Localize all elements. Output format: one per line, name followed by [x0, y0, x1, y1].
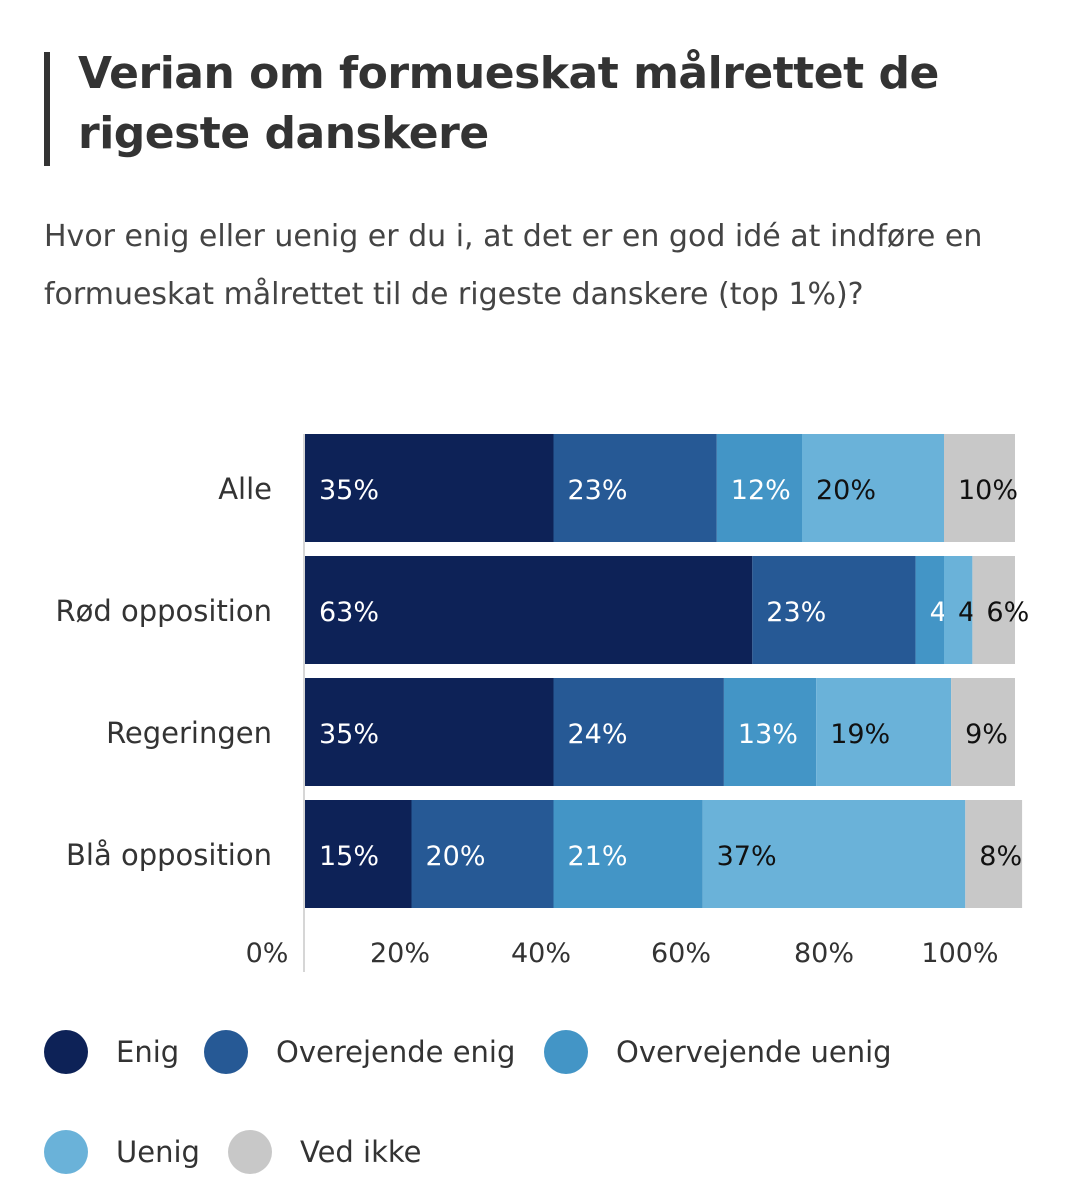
legend-swatch [544, 1030, 588, 1074]
data-label-uenig-regeringen: 19% [830, 719, 890, 750]
data-label-overejende-enig-bla-opposition: 20% [426, 841, 486, 872]
title-accent-bar [44, 52, 50, 166]
legend-item-ved-ikke: Ved ikke [228, 1130, 422, 1174]
bar-ved-ikke-rod-opposition [972, 556, 1015, 664]
data-label-enig-rod-opposition: 63% [319, 597, 379, 628]
legend-label: Ved ikke [300, 1135, 422, 1169]
data-label-enig-alle: 35% [319, 475, 379, 506]
legend-swatch [228, 1130, 272, 1174]
legend-item-overvejende-uenig: Overvejende uenig [544, 1030, 892, 1074]
bar-uenig-regeringen [816, 678, 952, 786]
data-label-ved-ikke-bla-opposition: 8% [979, 841, 1022, 872]
chart-title: Verian om formueskat målrettet de rigest… [78, 48, 939, 159]
x-tick-label-0: 0% [246, 938, 289, 969]
data-label-overejende-enig-alle: 23% [568, 475, 628, 506]
stacked-bar-chart: Alle 35% 23% 12% 20% 10% Rød opposition 63% 23% 4… [55, 434, 1029, 972]
bar-enig-alle [305, 434, 554, 542]
x-tick-label-1: 20% [370, 938, 430, 969]
bar-uenig-bla-opposition [702, 800, 966, 908]
bar-overejende-enig-rod-opposition [752, 556, 916, 664]
x-tick-label-3: 60% [651, 938, 711, 969]
x-tick-label-4: 80% [794, 938, 854, 969]
category-label-rod-opposition: Rød opposition [55, 594, 272, 628]
bar-overejende-enig-bla-opposition [411, 800, 554, 908]
legend-swatch [44, 1130, 88, 1174]
legend-label: Enig [116, 1035, 180, 1069]
chart-legend: Enig Overejende enig Overvejende uenig Ueni… [44, 1030, 1044, 1200]
chart-subtitle: Hvor enig eller uenig er du i, at det er… [44, 219, 983, 312]
data-label-ved-ikke-alle: 10% [958, 475, 1018, 506]
data-label-uenig-bla-opposition: 37% [717, 841, 777, 872]
category-label-bla-opposition: Blå opposition [66, 838, 272, 872]
bar-ved-ikke-regeringen [951, 678, 1015, 786]
legend-item-enig: Enig [44, 1030, 179, 1074]
data-label-overvejende-uenig-bla-opposition: 21% [568, 841, 628, 872]
bar-enig-regeringen [305, 678, 554, 786]
legend-item-overejende-enig: Overejende enig [204, 1030, 515, 1074]
data-label-uenig-alle: 20% [816, 475, 876, 506]
data-label-overvejende-uenig-alle: 12% [731, 475, 791, 506]
data-label-overejende-enig-rod-opposition: 23% [766, 597, 826, 628]
bar-enig-rod-opposition [305, 556, 753, 664]
bar-overejende-enig-regeringen [553, 678, 724, 786]
bar-ved-ikke-alle [944, 434, 1015, 542]
legend-label: Overejende enig [276, 1035, 516, 1069]
bar-enig-bla-opposition [305, 800, 412, 908]
legend-label: Uenig [116, 1135, 200, 1169]
data-label-overvejende-uenig-regeringen: 13% [738, 719, 798, 750]
data-label-ved-ikke-regeringen: 9% [965, 719, 1008, 750]
bar-overvejende-uenig-rod-opposition [915, 556, 944, 664]
legend-label: Overvejende uenig [616, 1035, 892, 1069]
bar-uenig-rod-opposition [944, 556, 973, 664]
bar-overvejende-uenig-bla-opposition [553, 800, 703, 908]
data-label-ved-ikke-rod-opposition: 6% [986, 597, 1029, 628]
bar-ved-ikke-bla-opposition [965, 800, 1023, 908]
data-label-overejende-enig-regeringen: 24% [568, 719, 628, 750]
x-tick-label-5: 100% [921, 938, 998, 969]
bar-overvejende-uenig-regeringen [723, 678, 817, 786]
category-label-alle: Alle [218, 472, 272, 506]
legend-item-uenig: Uenig [44, 1130, 200, 1174]
bar-overejende-enig-alle [553, 434, 717, 542]
x-tick-label-2: 40% [511, 938, 571, 969]
data-label-enig-regeringen: 35% [319, 719, 379, 750]
legend-swatch [44, 1030, 88, 1074]
legend-swatch [204, 1030, 248, 1074]
bar-uenig-alle [802, 434, 944, 542]
category-label-regeringen: Regeringen [106, 716, 272, 750]
bar-overvejende-uenig-alle [716, 434, 802, 542]
data-label-enig-bla-opposition: 15% [319, 841, 379, 872]
